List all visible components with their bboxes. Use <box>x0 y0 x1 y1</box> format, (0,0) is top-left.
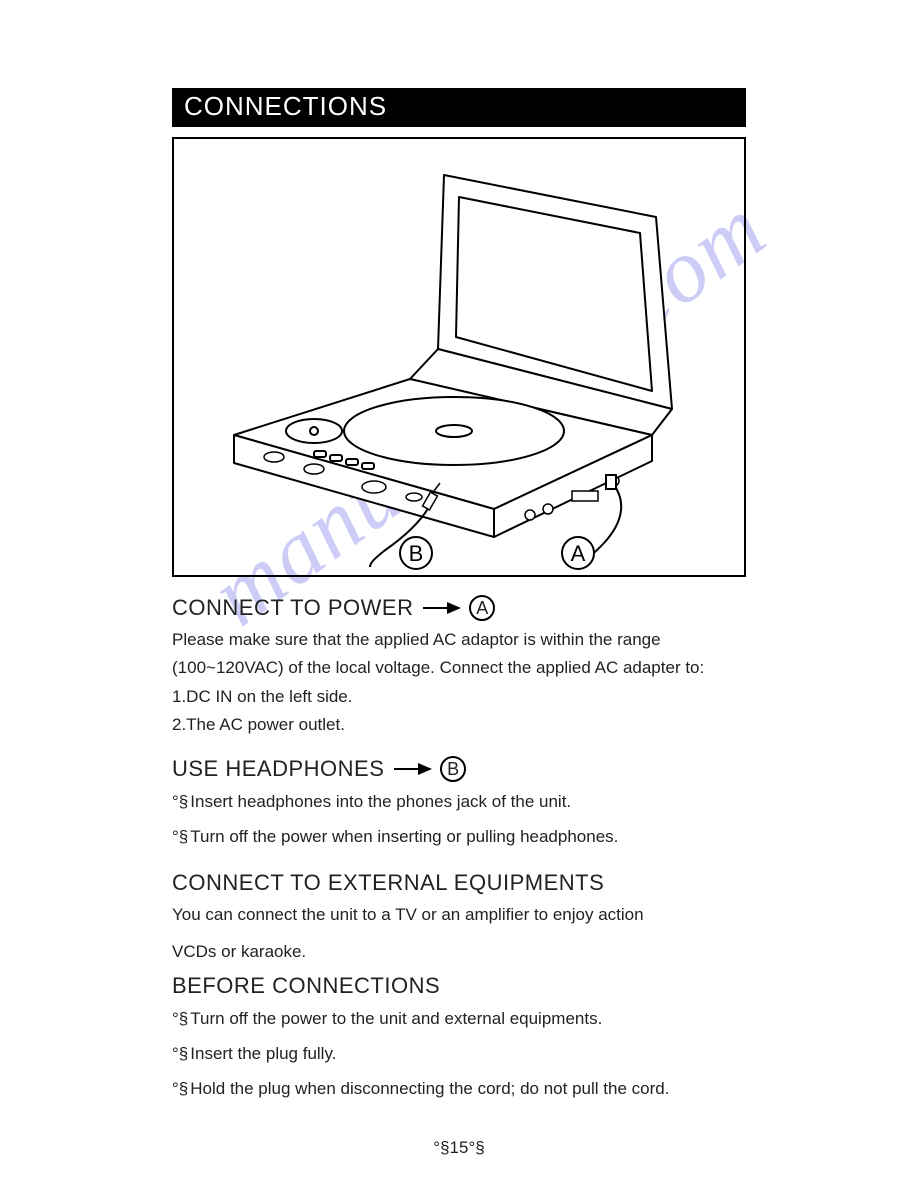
page-number: °§15°§ <box>0 1138 918 1158</box>
arrow-icon <box>421 600 461 616</box>
section-use-headphones: USE HEADPHONES B Insert headphones into … <box>172 756 746 852</box>
headphones-bullet-1: Insert headphones into the phones jack o… <box>172 788 746 817</box>
external-text-1: You can connect the unit to a TV or an a… <box>172 902 746 928</box>
power-text-3: 1.DC IN on the left side. <box>172 684 746 710</box>
heading-use-headphones: USE HEADPHONES <box>172 756 384 782</box>
heading-external: CONNECT TO EXTERNAL EQUIPMENTS <box>172 870 604 896</box>
headphones-bullet-2: Turn off the power when inserting or pul… <box>172 823 746 852</box>
before-bullet-2: Insert the plug fully. <box>172 1040 746 1069</box>
diagram-label-b: B <box>409 541 424 566</box>
section-banner: CONNECTIONS <box>172 88 746 127</box>
before-bullet-3: Hold the plug when disconnecting the cor… <box>172 1075 746 1104</box>
heading-connect-power: CONNECT TO POWER <box>172 595 413 621</box>
badge-a: A <box>469 595 495 621</box>
device-diagram: A B <box>172 137 746 577</box>
arrow-icon <box>392 761 432 777</box>
dvd-player-illustration: A B <box>174 139 744 575</box>
heading-before: BEFORE CONNECTIONS <box>172 973 440 999</box>
power-text-4: 2.The AC power outlet. <box>172 712 746 738</box>
section-connect-power: CONNECT TO POWER A Please make sure that… <box>172 595 746 738</box>
diagram-label-a: A <box>571 541 586 566</box>
section-before: BEFORE CONNECTIONS Turn off the power to… <box>172 973 746 1104</box>
power-text-2: (100~120VAC) of the local voltage. Conne… <box>172 655 746 681</box>
external-text-2: VCDs or karaoke. <box>172 939 746 965</box>
badge-b: B <box>440 756 466 782</box>
page-content: CONNECTIONS <box>172 88 746 1104</box>
power-text-1: Please make sure that the applied AC ada… <box>172 627 746 653</box>
before-bullet-1: Turn off the power to the unit and exter… <box>172 1005 746 1034</box>
section-external: CONNECT TO EXTERNAL EQUIPMENTS You can c… <box>172 870 746 965</box>
